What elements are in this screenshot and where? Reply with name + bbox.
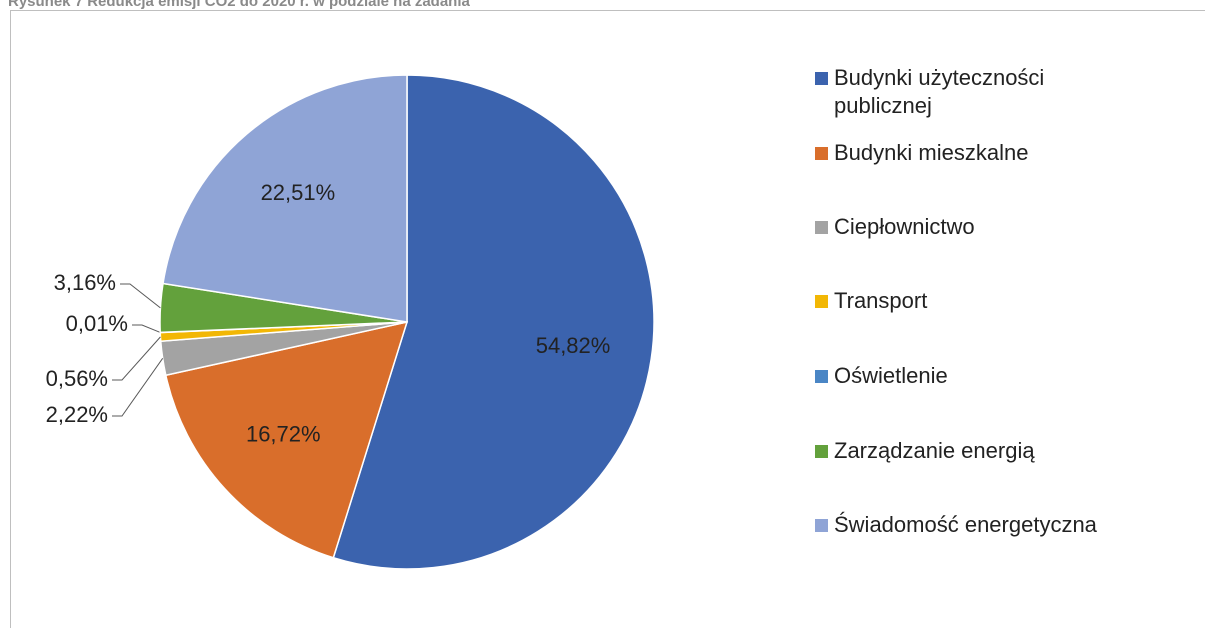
legend-item: Zarządzanie energią xyxy=(815,437,1204,465)
leader-line xyxy=(112,358,164,417)
data-label: 16,72% xyxy=(246,421,321,446)
legend-label: Budynki mieszkalne xyxy=(834,140,1029,165)
legend-label: Transport xyxy=(834,288,928,313)
data-label: 22,51% xyxy=(261,180,336,205)
legend-item: Ciepłownictwo xyxy=(815,213,1204,241)
leader-line xyxy=(132,324,161,333)
data-label: 2,22% xyxy=(46,402,108,427)
chart-title: Rysunek 7 Redukcja emisji CO2 do 2020 r.… xyxy=(8,0,470,10)
legend-item: Budynki użyteczności publicznej xyxy=(815,64,1134,120)
legend-label: Zarządzanie energią xyxy=(834,438,1035,463)
legend-item: Transport xyxy=(815,287,1204,315)
pie-slice xyxy=(162,74,408,323)
pie-slice xyxy=(332,74,655,570)
frame xyxy=(10,10,1205,628)
legend-label: Ciepłownictwo xyxy=(834,214,975,239)
leader-line xyxy=(112,336,161,381)
pie-slice xyxy=(164,320,409,559)
legend-label: Oświetlenie xyxy=(834,363,948,388)
data-label: 54,82% xyxy=(536,333,611,358)
legend-item: Świadomość energetyczna xyxy=(815,511,1204,539)
legend-swatch xyxy=(815,519,828,532)
legend-swatch xyxy=(815,221,828,234)
legend-label: Budynki użyteczności publicznej xyxy=(834,65,1045,118)
legend-item: Oświetlenie xyxy=(815,362,1204,390)
legend-swatch xyxy=(815,295,828,308)
legend-swatch xyxy=(815,370,828,383)
data-label: 0,01% xyxy=(66,311,128,336)
legend-item: Budynki mieszkalne xyxy=(815,139,1204,167)
legend-swatch xyxy=(815,445,828,458)
legend-swatch xyxy=(815,72,828,85)
data-label: 3,16% xyxy=(54,270,116,295)
leader-line xyxy=(120,283,161,309)
data-label: 0,56% xyxy=(46,366,108,391)
legend-swatch xyxy=(815,147,828,160)
legend-label: Świadomość energetyczna xyxy=(834,512,1097,537)
